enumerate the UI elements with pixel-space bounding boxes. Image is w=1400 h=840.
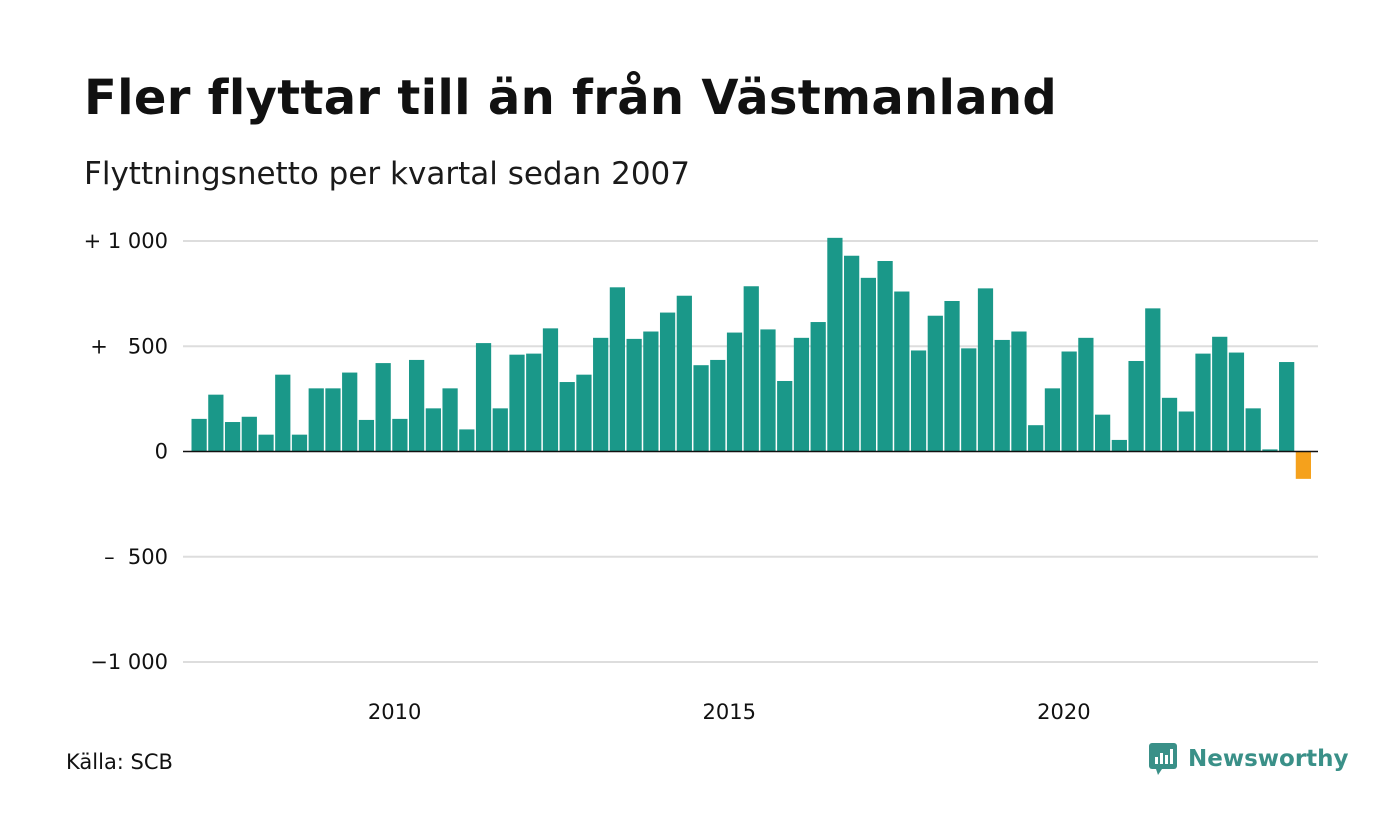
bar bbox=[442, 388, 458, 452]
bar bbox=[1178, 411, 1194, 452]
bar bbox=[1078, 337, 1094, 452]
bar bbox=[258, 434, 274, 452]
y-tick-label: + 500 bbox=[90, 334, 168, 358]
bar bbox=[308, 388, 324, 452]
chart-subtitle: Flyttningsnetto per kvartal sedan 2007 bbox=[84, 156, 690, 192]
bar bbox=[961, 348, 977, 452]
bar bbox=[977, 288, 994, 452]
y-tick-label: −1 000 bbox=[90, 650, 168, 674]
bar bbox=[710, 359, 726, 452]
bar bbox=[676, 295, 692, 452]
bar bbox=[844, 255, 860, 452]
bar bbox=[291, 434, 308, 452]
bar bbox=[425, 408, 441, 452]
bar bbox=[459, 429, 475, 452]
bar bbox=[944, 300, 960, 452]
bar bbox=[1094, 414, 1111, 452]
newsworthy-icon bbox=[1149, 743, 1177, 775]
bar bbox=[910, 350, 927, 452]
bar bbox=[325, 388, 341, 452]
bar bbox=[810, 322, 826, 452]
bar bbox=[760, 329, 776, 452]
bar bbox=[191, 418, 207, 452]
bar bbox=[392, 418, 408, 452]
bar bbox=[593, 337, 609, 452]
bar bbox=[1028, 425, 1044, 452]
y-tick-label: + 1 000 bbox=[84, 229, 168, 253]
bar bbox=[927, 315, 943, 452]
bar bbox=[509, 354, 525, 452]
bar bbox=[659, 312, 676, 452]
bar bbox=[224, 422, 241, 452]
bar bbox=[576, 374, 592, 452]
bar bbox=[827, 237, 843, 452]
source-note: Källa: SCB bbox=[66, 750, 173, 774]
bar bbox=[375, 363, 391, 452]
bar bbox=[559, 382, 575, 452]
bar bbox=[1044, 388, 1061, 452]
bar bbox=[743, 286, 759, 452]
bar bbox=[1161, 397, 1178, 452]
bar bbox=[342, 372, 358, 452]
bar bbox=[1061, 351, 1077, 452]
bar bbox=[1195, 353, 1211, 452]
chart-title: Fler flyttar till än från Västmanland bbox=[84, 70, 1058, 126]
bar bbox=[894, 291, 910, 452]
bar bbox=[626, 338, 642, 452]
newsworthy-logo: Newsworthy bbox=[1148, 742, 1349, 776]
bar bbox=[1128, 360, 1144, 452]
bar bbox=[777, 380, 793, 452]
bar bbox=[275, 374, 291, 452]
x-tick-label: 2010 bbox=[368, 700, 421, 724]
bar bbox=[241, 416, 257, 452]
bar bbox=[1262, 449, 1278, 452]
bar bbox=[1011, 331, 1027, 452]
bar bbox=[860, 277, 876, 452]
bar bbox=[1245, 408, 1261, 452]
bar bbox=[643, 331, 659, 452]
bar bbox=[358, 419, 375, 452]
bar bbox=[492, 408, 508, 452]
bar bbox=[526, 353, 542, 452]
bar bbox=[1295, 451, 1311, 479]
x-tick-label: 2020 bbox=[1037, 700, 1090, 724]
bar bbox=[1279, 362, 1295, 452]
bar bbox=[994, 339, 1010, 452]
bar bbox=[693, 365, 709, 452]
bar bbox=[877, 260, 893, 452]
bar bbox=[475, 343, 492, 452]
bar bbox=[409, 359, 425, 452]
bar bbox=[542, 328, 559, 452]
bar bbox=[793, 337, 810, 452]
bar bbox=[609, 287, 626, 452]
y-tick-label: 0 bbox=[155, 440, 168, 464]
bar bbox=[1111, 439, 1127, 452]
bar bbox=[1228, 352, 1245, 452]
x-tick-label: 2015 bbox=[703, 700, 756, 724]
y-tick-label: – 500 bbox=[104, 545, 168, 569]
brand-name: Newsworthy bbox=[1188, 746, 1349, 772]
bar bbox=[208, 394, 224, 452]
bar bbox=[726, 332, 743, 452]
bar bbox=[1145, 308, 1161, 452]
bar bbox=[1212, 336, 1228, 452]
